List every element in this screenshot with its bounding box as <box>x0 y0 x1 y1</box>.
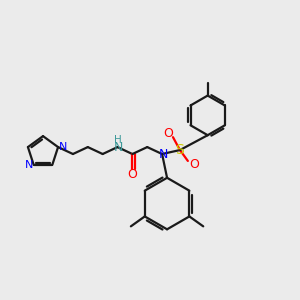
Text: N: N <box>158 148 168 160</box>
Text: O: O <box>163 127 173 140</box>
Text: N: N <box>59 142 67 152</box>
Text: O: O <box>128 168 137 181</box>
Text: N: N <box>114 141 123 154</box>
Text: H: H <box>114 135 122 145</box>
Text: S: S <box>176 143 184 157</box>
Text: O: O <box>189 158 199 171</box>
Text: N: N <box>25 160 33 170</box>
